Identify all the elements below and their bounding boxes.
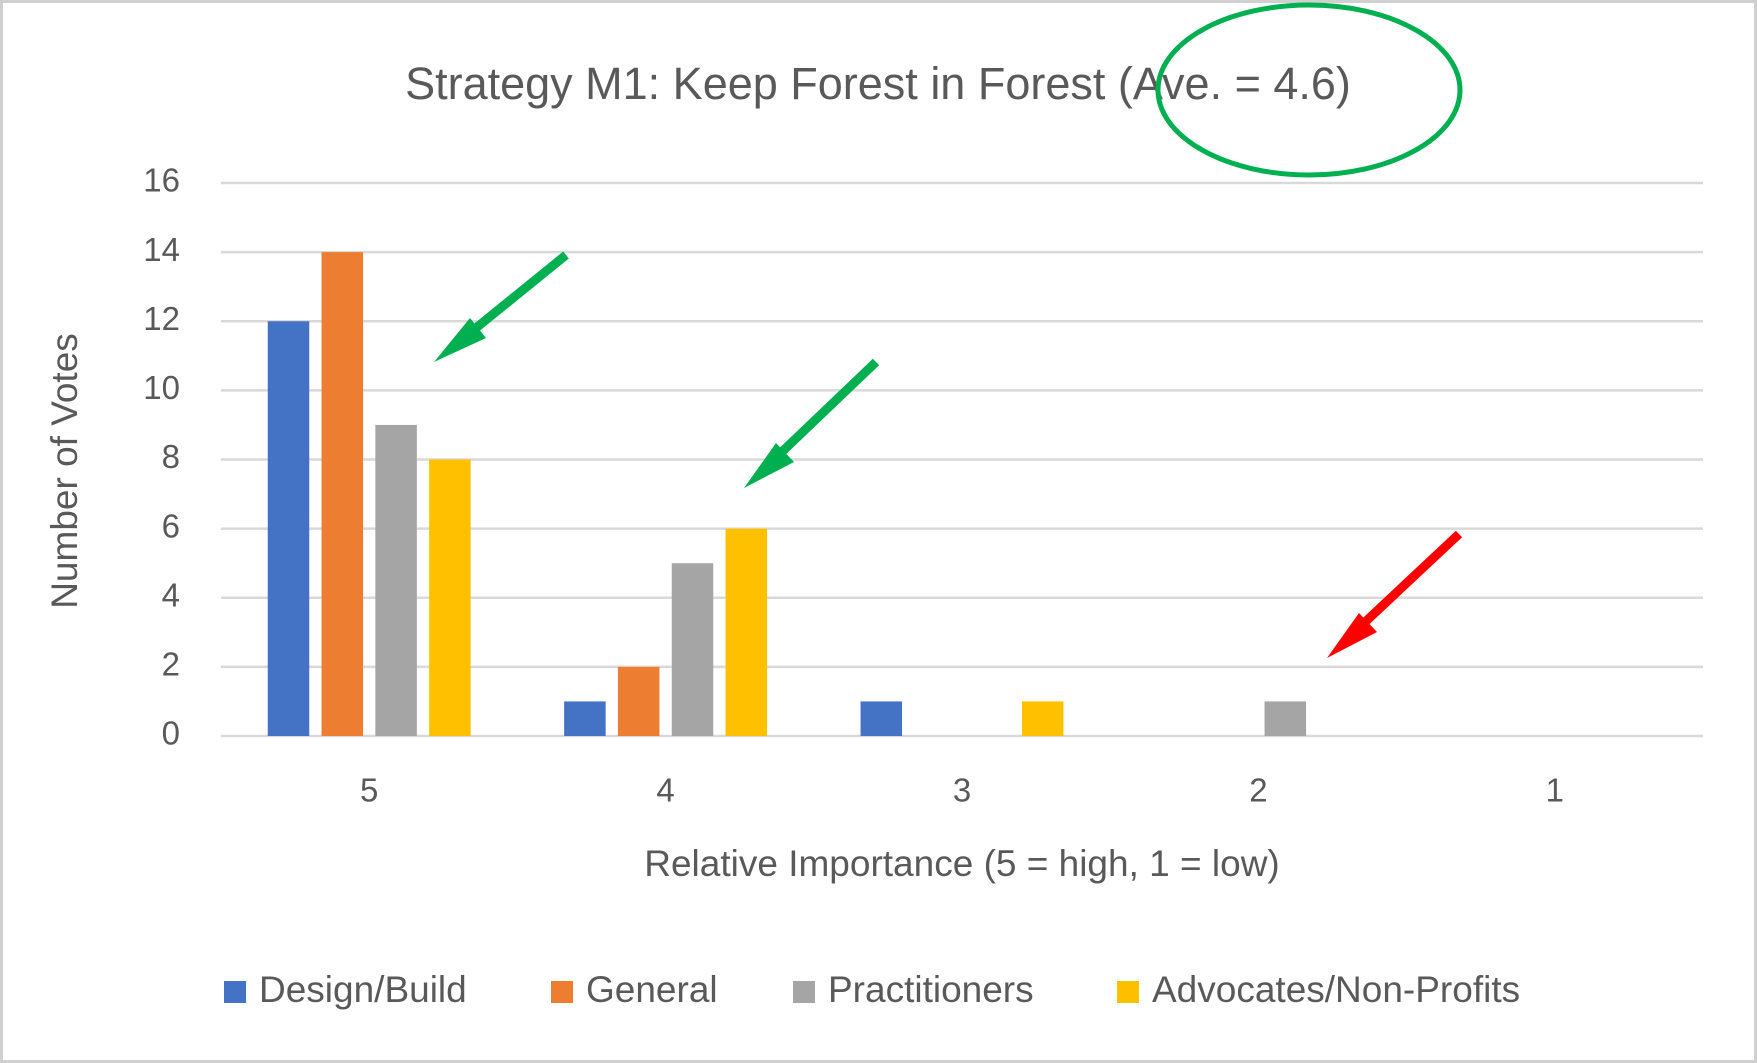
legend-swatch [551, 981, 573, 1003]
arrow-head [1327, 613, 1377, 658]
annotation-arrows [434, 251, 1463, 658]
y-tick-label: 6 [162, 507, 180, 544]
bar [1264, 701, 1307, 736]
y-tick-label: 8 [162, 438, 180, 475]
bar [725, 528, 768, 736]
y-tick-label: 14 [143, 231, 180, 268]
arrow-head [434, 318, 486, 362]
arrow-shaft [1344, 530, 1463, 642]
chart-title: Strategy M1: Keep Forest in Forest (Ave.… [405, 58, 1351, 109]
y-tick-label: 4 [162, 576, 180, 613]
y-axis-label: Number of Votes [44, 333, 85, 609]
bar [617, 666, 660, 736]
bar [564, 701, 606, 736]
bar [860, 701, 903, 736]
x-axis-label: Relative Importance (5 = high, 1 = low) [644, 843, 1280, 884]
legend-label: Advocates/Non-Profits [1152, 969, 1520, 1010]
legend-swatch [793, 981, 815, 1003]
y-tick-label: 10 [143, 369, 180, 406]
bar [1021, 701, 1064, 736]
arrow-shaft [761, 358, 880, 472]
y-tick-label: 0 [162, 715, 180, 752]
y-tick-label: 12 [143, 300, 180, 337]
x-tick-label: 3 [953, 772, 971, 809]
y-tick-label: 16 [143, 162, 180, 199]
y-tick-label: 2 [162, 646, 180, 683]
legend-swatch [224, 981, 246, 1003]
bar [671, 563, 714, 736]
bar [267, 321, 310, 736]
bar [321, 252, 364, 736]
plot-area: 0 2 4 6 8 10 12 14 16 5 4 3 2 1 Design/Build General Pra… [143, 162, 1703, 1010]
x-tick-label: 5 [360, 772, 378, 809]
legend-label: General [586, 969, 718, 1010]
x-tick-label: 4 [656, 772, 674, 809]
legend-label: Practitioners [828, 969, 1034, 1010]
legend-swatch [1117, 981, 1139, 1003]
bar [375, 424, 417, 736]
x-tick-label: 2 [1249, 772, 1267, 809]
bar [429, 459, 471, 736]
arrow-head [744, 443, 794, 488]
legend-label: Design/Build [259, 969, 467, 1010]
highlight-ellipse [1155, 2, 1463, 178]
x-tick-label: 1 [1546, 772, 1564, 809]
